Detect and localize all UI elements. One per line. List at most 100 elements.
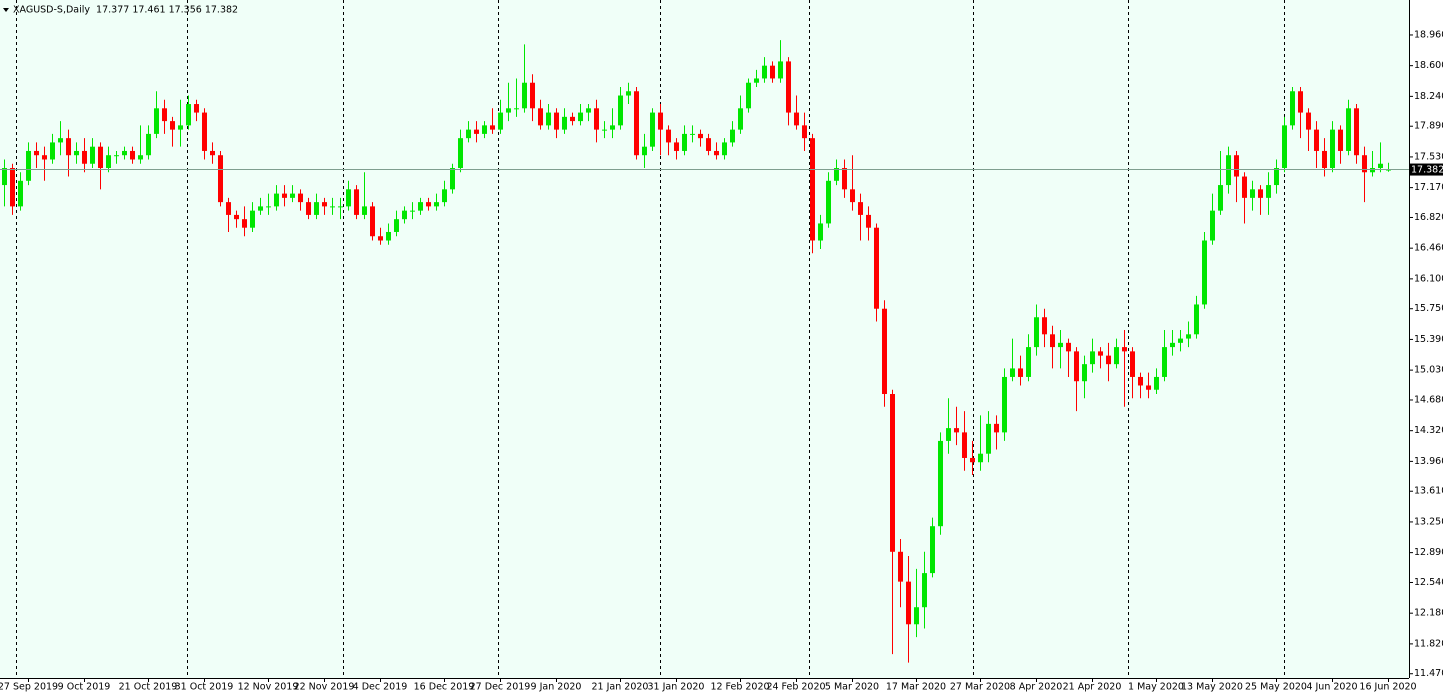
- candle-body: [434, 202, 439, 207]
- candle-body: [386, 231, 391, 241]
- candle-body: [26, 150, 31, 181]
- candle-body: [394, 219, 399, 232]
- y-tick-label: 17.890: [1414, 121, 1443, 132]
- candle-body: [1194, 304, 1199, 335]
- candle-body: [1034, 317, 1039, 348]
- candle-body: [98, 146, 103, 169]
- candle-body: [594, 108, 599, 130]
- x-tick-label: 8 Apr 2020: [1010, 682, 1063, 693]
- x-tick-label: 12 Nov 2019: [238, 682, 299, 693]
- candle-body: [490, 125, 495, 130]
- candle-body: [82, 150, 87, 164]
- candle-body: [1306, 112, 1311, 130]
- x-tick-label: 16 Jun 2020: [1359, 682, 1416, 693]
- candle-body: [50, 142, 55, 160]
- candle-body: [810, 138, 815, 241]
- candle-body: [746, 82, 751, 109]
- candle-body: [1298, 91, 1303, 113]
- vertical-grid: [16, 0, 1285, 678]
- y-tick-label: 18.600: [1414, 60, 1443, 71]
- candle-body: [402, 210, 407, 220]
- candle-body: [514, 108, 519, 110]
- candle-body: [138, 155, 143, 160]
- candle-body: [1162, 347, 1167, 377]
- candle-body: [1218, 185, 1223, 211]
- candle-body: [482, 125, 487, 134]
- y-tick-label: 12.540: [1414, 577, 1443, 588]
- candle-body: [1338, 129, 1343, 151]
- y-tick-label: 11.820: [1414, 638, 1443, 649]
- candle-body: [1226, 155, 1231, 186]
- x-tick-label: 12 Feb 2020: [710, 682, 769, 693]
- y-tick-label: 16.460: [1414, 243, 1443, 254]
- candle-body: [922, 573, 927, 608]
- candle-body: [994, 423, 999, 433]
- x-tick-label: 27 Mar 2020: [950, 682, 1010, 693]
- candle-body: [370, 206, 375, 237]
- candle-body: [1346, 108, 1351, 151]
- candle-body: [882, 308, 887, 395]
- candle-body: [1354, 108, 1359, 156]
- candle-body: [658, 112, 663, 130]
- candle-body: [602, 129, 607, 131]
- candle-body: [362, 206, 367, 215]
- candle-body: [1282, 125, 1287, 169]
- candle-body: [1202, 240, 1207, 305]
- candle-body: [1010, 368, 1015, 377]
- candle-body: [266, 206, 271, 208]
- x-tick-label: 5 Mar 2020: [825, 682, 879, 693]
- candle-body: [226, 202, 231, 215]
- candle-body: [642, 146, 647, 156]
- candle-body: [1090, 351, 1095, 365]
- y-tick-label: 17.530: [1414, 151, 1443, 162]
- candle-body: [954, 428, 959, 433]
- candle-body: [1106, 355, 1111, 365]
- candle-body: [418, 202, 423, 211]
- candle-body: [834, 168, 839, 181]
- candle-body: [338, 206, 343, 208]
- candle-body: [1330, 129, 1335, 169]
- candle-body: [570, 116, 575, 122]
- x-tick-label: 21 Apr 2020: [1063, 682, 1122, 693]
- candle-body: [298, 193, 303, 203]
- candle-body: [1074, 351, 1079, 382]
- x-tick-label: 31 Jan 2020: [648, 682, 705, 693]
- candle-body: [234, 214, 239, 220]
- candle-body: [826, 180, 831, 224]
- y-tick-label: 11.470: [1414, 668, 1443, 679]
- candle-body: [10, 168, 15, 207]
- x-tick-label: 21 Oct 2019: [119, 682, 178, 693]
- candle-body: [962, 432, 967, 458]
- candle-body: [898, 551, 903, 582]
- candle-body: [586, 108, 591, 113]
- candle-body: [858, 202, 863, 215]
- candle-body: [770, 65, 775, 79]
- candle-body: [730, 129, 735, 143]
- x-tick-label: 22 Nov 2019: [294, 682, 355, 693]
- candle-body: [346, 189, 351, 207]
- candle-body: [58, 138, 63, 143]
- candle-body: [618, 95, 623, 126]
- candle-body: [458, 138, 463, 169]
- candle-body: [538, 108, 543, 126]
- candle-body: [442, 189, 447, 203]
- candle-body: [450, 168, 455, 190]
- candle-body: [1290, 91, 1295, 126]
- candle-body: [242, 219, 247, 228]
- candle-body: [130, 150, 135, 160]
- candle-body: [946, 428, 951, 441]
- y-tick-label: 15.030: [1414, 365, 1443, 376]
- candle-body: [1082, 364, 1087, 382]
- candle-body: [354, 189, 359, 215]
- candle-body: [106, 155, 111, 169]
- x-tick-label: 24 Feb 2020: [766, 682, 825, 693]
- candle-body: [314, 202, 319, 215]
- candle-body: [906, 581, 911, 625]
- candle-body: [850, 189, 855, 203]
- candle-body: [610, 125, 615, 130]
- candle-body: [970, 457, 975, 463]
- y-tick-label: 13.960: [1414, 456, 1443, 467]
- candle-body: [1050, 334, 1055, 348]
- candle-body: [162, 108, 167, 122]
- x-tick-label: 25 May 2020: [1245, 682, 1307, 693]
